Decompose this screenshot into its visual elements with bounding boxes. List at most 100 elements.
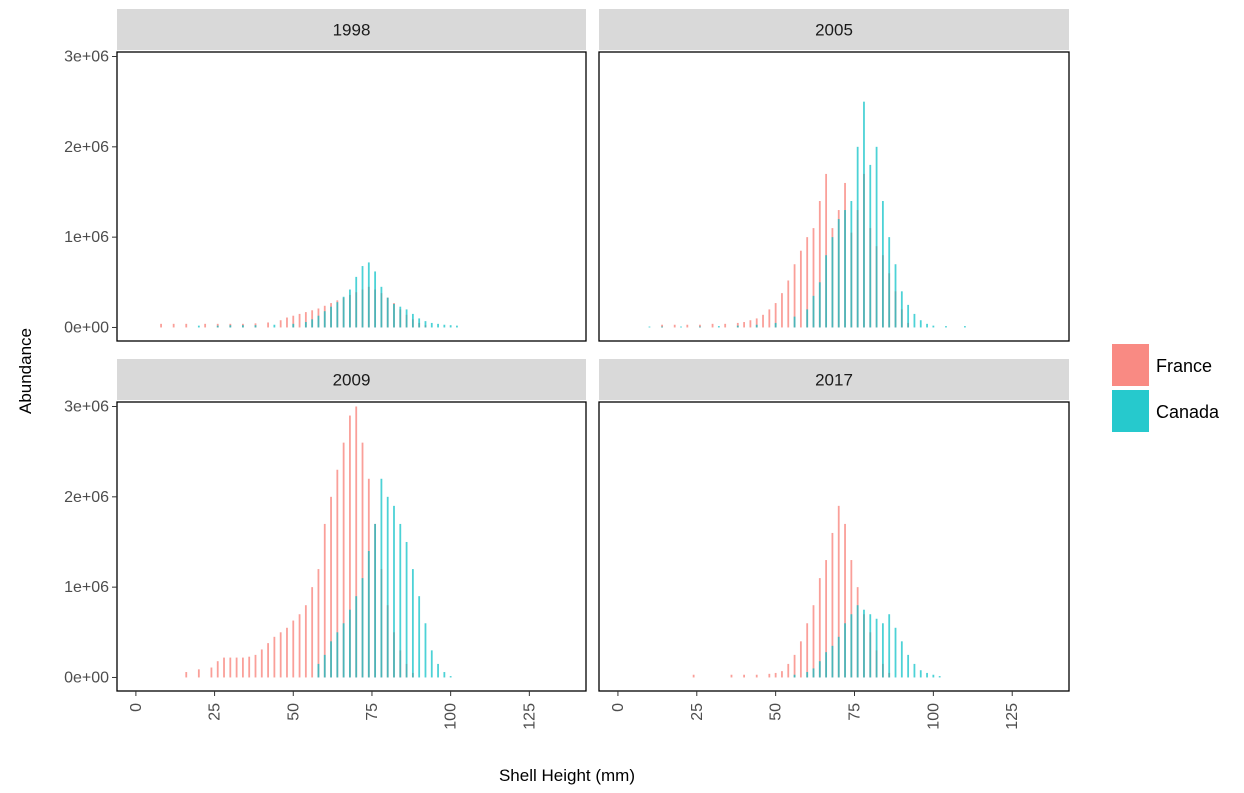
bar-france [673, 324, 676, 328]
bar-canada [229, 325, 232, 328]
bar-france [686, 324, 689, 328]
bar-canada [926, 672, 928, 678]
bar-france [197, 669, 200, 678]
y-axis-title: Abundance [16, 328, 35, 414]
bar-france [736, 322, 739, 328]
bar-canada [411, 313, 414, 328]
bar-france [812, 228, 815, 328]
bar-france [311, 310, 314, 328]
bar-canada [932, 325, 935, 328]
bar-france [743, 322, 746, 328]
bar-france [254, 654, 257, 678]
bar-france [235, 657, 238, 678]
bar-canada [242, 325, 244, 328]
bar-france [267, 643, 269, 678]
bar-france [185, 672, 188, 678]
y-tick-label: 3e+06 [64, 399, 109, 416]
bar-france [260, 649, 263, 678]
panels-layer: 1998 0e+00 1e+06 2e+06 3e+06 2005 2009 0e+00 1e+… [64, 9, 1070, 730]
bar-canada [818, 661, 821, 678]
bar-canada [317, 663, 320, 678]
bar-canada [399, 306, 402, 328]
bar-france [844, 523, 846, 678]
panel-1998: 1998 0e+00 1e+06 2e+06 3e+06 [64, 9, 587, 342]
bar-france [242, 657, 244, 678]
x-tick-label: 0 [610, 703, 627, 712]
bar-france [349, 415, 351, 678]
bar-canada [349, 609, 351, 678]
bar-canada [254, 325, 257, 328]
bar-canada [361, 266, 364, 328]
bar-canada [812, 295, 815, 328]
bar-canada [380, 478, 383, 678]
bar-canada [717, 326, 720, 328]
bar-canada [273, 324, 276, 328]
bar-france [172, 323, 175, 328]
bar-canada [913, 313, 916, 328]
bar-france [762, 314, 764, 328]
bar-canada [869, 614, 872, 678]
bar-canada [938, 676, 941, 678]
panel-border [598, 401, 1070, 692]
y-tick-label: 3e+06 [64, 49, 109, 66]
bar-france [286, 627, 288, 678]
bar-canada [875, 146, 878, 328]
bar-france [825, 173, 828, 328]
bar-canada [449, 325, 452, 328]
panel-2005: 2005 [598, 9, 1070, 342]
y-tick-label: 0e+00 [64, 669, 109, 686]
bar-canada [336, 302, 339, 328]
bar-canada [806, 309, 809, 328]
bar-canada [831, 237, 834, 328]
bar-france [825, 560, 828, 678]
bar-france [818, 578, 821, 678]
x-axis-title: Shell Height (mm) [499, 766, 635, 785]
bar-france [768, 673, 771, 678]
facet-strip [117, 359, 586, 400]
x-tick-label: 50 [768, 703, 785, 721]
bar-canada [907, 304, 910, 328]
bar-canada [793, 674, 796, 678]
bar-canada [881, 623, 884, 678]
bar-france [806, 623, 809, 678]
bar-canada [355, 596, 358, 678]
bar-france [806, 237, 809, 328]
bar-france [799, 641, 802, 678]
bar-canada [361, 578, 364, 678]
facet-strip [599, 9, 1069, 50]
y-tick-label: 2e+06 [64, 489, 109, 506]
bar-france [812, 605, 815, 678]
bar-canada [850, 201, 853, 328]
bar-canada [449, 676, 452, 678]
bar-canada [881, 201, 884, 328]
bar-canada [831, 645, 834, 678]
bar-canada [437, 323, 439, 328]
bar-canada [793, 316, 796, 328]
panel-border [116, 51, 587, 342]
legend-label-france: France [1156, 356, 1212, 376]
bar-france [279, 320, 282, 328]
bar-canada [405, 541, 408, 678]
bar-france [286, 317, 288, 328]
x-tick-label: 100 [925, 703, 942, 730]
bar-canada [825, 255, 828, 328]
bar-canada [411, 569, 414, 678]
bar-canada [863, 609, 865, 678]
bar-france [774, 303, 777, 328]
bar-canada [304, 322, 307, 328]
bar-france [204, 323, 207, 328]
panel-border [116, 401, 587, 692]
bar-france [210, 667, 213, 678]
bar-france [781, 293, 783, 328]
bar-canada [323, 654, 326, 678]
bar-canada [374, 271, 377, 328]
bar-canada [806, 672, 809, 678]
bar-france [743, 674, 746, 678]
bar-canada [900, 291, 903, 328]
bar-canada [964, 326, 966, 328]
bar-canada [443, 324, 446, 328]
bar-canada [443, 672, 446, 678]
bar-france [755, 318, 758, 328]
bar-canada [399, 523, 402, 678]
